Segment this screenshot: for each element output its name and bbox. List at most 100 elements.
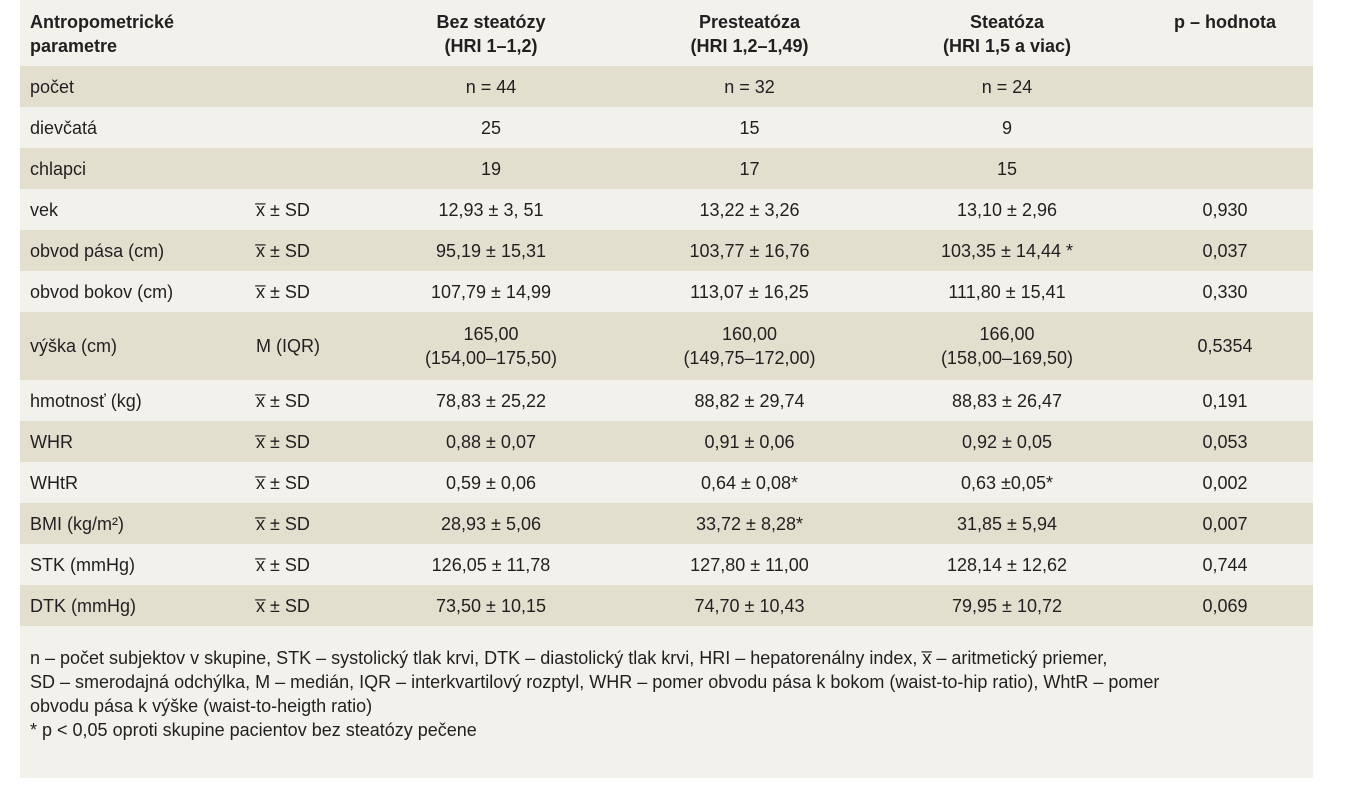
row-no-steatosis-cell: 19 <box>360 148 620 189</box>
row-stat-cell <box>250 148 360 189</box>
row-steatosis-cell: 9 <box>1001 117 1012 138</box>
row-no-steatosis-cell: 12,93 ± 3, 51 <box>438 199 544 220</box>
row-steatosis-cell: 31,85 ± 5,94 <box>877 503 1135 544</box>
row-steatosis-cell: 88,83 ± 26,47 <box>952 390 1062 411</box>
row-no-steatosis-cell: 25 <box>480 117 502 138</box>
cell-line: (154,00–175,50) <box>424 348 558 368</box>
cell-line: 165,00 <box>463 324 519 344</box>
row-no-steatosis-cell: 126,05 ± 11,78 <box>431 554 551 575</box>
table-row: WHR x̅ ± SD 0,88 ± 0,07 0,91 ± 0,06 0,92 ± 0… <box>20 421 1313 462</box>
row-p-value-cell <box>1135 148 1313 189</box>
table-row: vek x̅ ± SD 12,93 ± 3, 51 13,22 ± 3,26 13,10… <box>20 189 1313 230</box>
row-p-value-cell: 0,037 <box>1135 230 1313 271</box>
footnote-line: obvodu pása k výške (waist-to-heigth rat… <box>30 696 373 716</box>
table-body: počet n = 44 n = 32 n = 24 dievčatá 25 15 9 chla… <box>20 66 1313 626</box>
row-p-value-cell <box>1135 66 1313 107</box>
table-row: DTK (mmHg) x̅ ± SD 73,50 ± 10,15 74,70 ± 10… <box>20 585 1313 626</box>
footnote-line: * p < 0,05 oproti skupine pacientov bez … <box>30 720 477 740</box>
row-label-cell: BMI (kg/m²) <box>20 503 250 544</box>
row-steatosis-cell: 111,80 ± 15,41 <box>948 281 1066 302</box>
row-stat-cell: x̅ ± SD <box>256 472 310 493</box>
row-presteatosis-cell: 0,91 ± 0,06 <box>620 421 877 462</box>
row-label-cell: chlapci <box>20 148 250 189</box>
row-presteatosis-cell: 88,82 ± 29,74 <box>694 390 805 411</box>
table-panel: Antropometrické parametre Bez steatózy (… <box>20 0 1313 778</box>
row-steatosis-cell: 15 <box>877 148 1135 189</box>
row-label-cell: obvod pása (cm) <box>20 230 250 271</box>
row-p-value-cell: 0,744 <box>1202 554 1248 575</box>
row-stat-cell: x̅ ± SD <box>256 390 310 411</box>
header-group-presteatosis: Presteatóza (HRI 1,2–1,49) <box>690 12 809 56</box>
row-stat-cell: x̅ ± SD <box>250 230 360 271</box>
cell-line: (158,00–169,50) <box>940 348 1074 368</box>
table-header: Antropometrické parametre Bez steatózy (… <box>20 0 1313 66</box>
row-no-steatosis-cell: 0,88 ± 0,07 <box>360 421 620 462</box>
table-row: obvod bokov (cm) x̅ ± SD 107,79 ± 14,99 113… <box>20 271 1313 312</box>
table-row: výška (cm) M (IQR) 165,00 (154,00–175,50) 16… <box>20 312 1313 380</box>
table-row: dievčatá 25 15 9 <box>20 107 1313 148</box>
row-no-steatosis-cell: 0,59 ± 0,06 <box>446 472 536 493</box>
row-label-cell: vek <box>30 199 59 220</box>
row-steatosis-cell: 0,63 ±0,05* <box>961 472 1053 493</box>
row-steatosis-cell: 13,10 ± 2,96 <box>957 199 1057 220</box>
row-no-steatosis-cell: 165,00 (154,00–175,50) <box>360 312 620 380</box>
row-no-steatosis-cell: 28,93 ± 5,06 <box>360 503 620 544</box>
cell-line: 160,00 <box>721 324 778 344</box>
row-stat-cell: x̅ ± SD <box>250 503 360 544</box>
table-row: BMI (kg/m²) x̅ ± SD 28,93 ± 5,06 33,72 ± 8,… <box>20 503 1313 544</box>
row-stat-cell: M (IQR) <box>250 312 360 380</box>
footnote-line: SD – smerodajná odchýlka, M – medián, IQ… <box>30 672 1160 692</box>
table-row: WHtR x̅ ± SD 0,59 ± 0,06 0,64 ± 0,08* 0,63 ±… <box>20 462 1313 503</box>
row-stat-cell <box>250 107 360 148</box>
row-steatosis-cell: 0,92 ± 0,05 <box>877 421 1135 462</box>
row-p-value-cell: 0,002 <box>1202 472 1248 493</box>
row-presteatosis-cell: 113,07 ± 16,25 <box>690 281 809 302</box>
table-footnote: n – počet subjektov v skupine, STK – sys… <box>30 646 1305 742</box>
table-row: obvod pása (cm) x̅ ± SD 95,19 ± 15,31 103,7… <box>20 230 1313 271</box>
row-presteatosis-cell: 74,70 ± 10,43 <box>620 585 877 626</box>
cell-line: (149,75–172,00) <box>683 348 816 368</box>
row-label-cell: WHR <box>20 421 250 462</box>
row-label-cell: STK (mmHg) <box>30 554 135 575</box>
row-p-value-cell: 0,053 <box>1135 421 1313 462</box>
row-presteatosis-cell: 127,80 ± 11,00 <box>690 554 809 575</box>
row-p-value-cell: 0,930 <box>1202 199 1248 220</box>
row-steatosis-cell: 103,35 ± 14,44 * <box>877 230 1135 271</box>
row-no-steatosis-cell: n = 44 <box>360 66 620 107</box>
row-stat-cell: x̅ ± SD <box>250 421 360 462</box>
cell-line: 166,00 <box>979 324 1035 344</box>
row-presteatosis-cell: 0,64 ± 0,08* <box>701 472 798 493</box>
row-label-cell: obvod bokov (cm) <box>30 281 174 302</box>
anthropometric-table: Antropometrické parametre Bez steatózy (… <box>20 0 1313 626</box>
row-steatosis-cell: 128,14 ± 12,62 <box>947 554 1067 575</box>
row-stat-cell: x̅ ± SD <box>256 199 310 220</box>
row-presteatosis-cell: 13,22 ± 3,26 <box>699 199 800 220</box>
row-steatosis-cell: 79,95 ± 10,72 <box>877 585 1135 626</box>
table-row: počet n = 44 n = 32 n = 24 <box>20 66 1313 107</box>
header-stat <box>250 0 360 66</box>
row-stat-cell: x̅ ± SD <box>256 554 310 575</box>
row-no-steatosis-cell: 95,19 ± 15,31 <box>360 230 620 271</box>
row-presteatosis-cell: 33,72 ± 8,28* <box>620 503 877 544</box>
row-label-cell: hmotnosť (kg) <box>30 390 142 411</box>
row-no-steatosis-cell: 107,79 ± 14,99 <box>431 281 551 302</box>
row-stat-cell: x̅ ± SD <box>256 281 310 302</box>
row-label-cell: výška (cm) <box>20 312 250 380</box>
row-presteatosis-cell: n = 32 <box>620 66 877 107</box>
row-p-value-cell: 0,5354 <box>1135 312 1313 380</box>
row-p-value-cell <box>1135 107 1313 148</box>
row-p-value-cell: 0,330 <box>1202 281 1248 302</box>
row-label-cell: počet <box>20 66 250 107</box>
row-p-value-cell: 0,069 <box>1135 585 1313 626</box>
header-param: Antropometrické parametre <box>30 12 175 56</box>
row-stat-cell <box>250 66 360 107</box>
row-presteatosis-cell: 103,77 ± 16,76 <box>620 230 877 271</box>
table-row: hmotnosť (kg) x̅ ± SD 78,83 ± 25,22 88,82 ±… <box>20 380 1313 421</box>
header-group-no-steatosis: Bez steatózy (HRI 1–1,2) <box>436 12 546 56</box>
row-stat-cell: x̅ ± SD <box>250 585 360 626</box>
footnote-line: n – počet subjektov v skupine, STK – sys… <box>30 648 1108 668</box>
row-steatosis-cell: n = 24 <box>877 66 1135 107</box>
table-row: STK (mmHg) x̅ ± SD 126,05 ± 11,78 127,80 ± … <box>20 544 1313 585</box>
row-presteatosis-cell: 17 <box>620 148 877 189</box>
row-presteatosis-cell: 15 <box>739 117 760 138</box>
